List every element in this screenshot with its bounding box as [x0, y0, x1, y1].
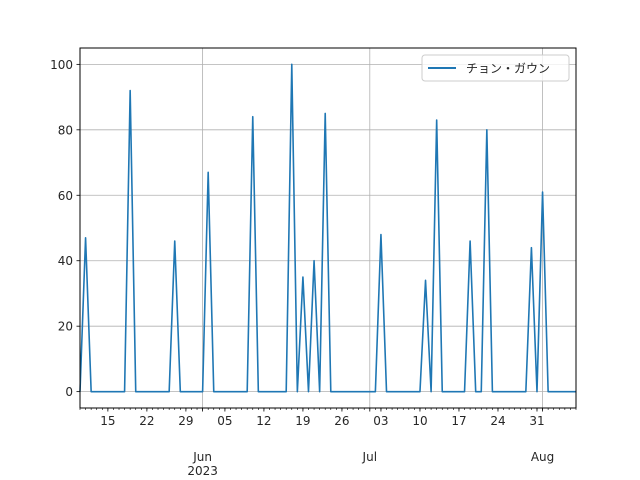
legend-label: チョン・ガウン: [466, 62, 550, 76]
plot-frame: [79, 47, 577, 409]
y-tick-label: 0: [65, 385, 73, 399]
x-year-label: 2023: [187, 464, 218, 478]
y-tick-label: 60: [58, 189, 73, 203]
x-minor-tick-label: 17: [451, 414, 466, 428]
grid: [80, 48, 576, 408]
y-tick-label: 40: [58, 254, 73, 268]
x-minor-tick-label: 12: [256, 414, 271, 428]
x-minor-tick-label: 10: [412, 414, 427, 428]
y-tick-label: 20: [58, 320, 73, 334]
x-minor-tick-label: 24: [490, 414, 505, 428]
series-line: [79, 63, 576, 393]
x-minor-tick-label: 15: [100, 414, 115, 428]
series-layer: [79, 63, 576, 393]
x-minor-tick-label: 19: [295, 414, 310, 428]
x-minor-tick-label: 29: [178, 414, 193, 428]
x-major-tick-label: Aug: [531, 450, 554, 464]
x-minor-tick-label: 03: [373, 414, 388, 428]
y-axis: 0 20 40 60 80 100: [50, 58, 80, 399]
y-tick-label: 80: [58, 123, 73, 137]
x-minor-tick-label: 31: [529, 414, 544, 428]
legend-box: [421, 54, 570, 82]
x-minor-tick-label: 26: [334, 414, 349, 428]
x-major-tick-label: Jul: [362, 450, 377, 464]
x-minor-tick-label: 05: [217, 414, 232, 428]
y-tick-label: 100: [50, 58, 73, 72]
x-major-tick-label: Jun: [192, 450, 212, 464]
x-minor-tick-label: 22: [139, 414, 154, 428]
legend: チョン・ガウン: [421, 54, 570, 82]
